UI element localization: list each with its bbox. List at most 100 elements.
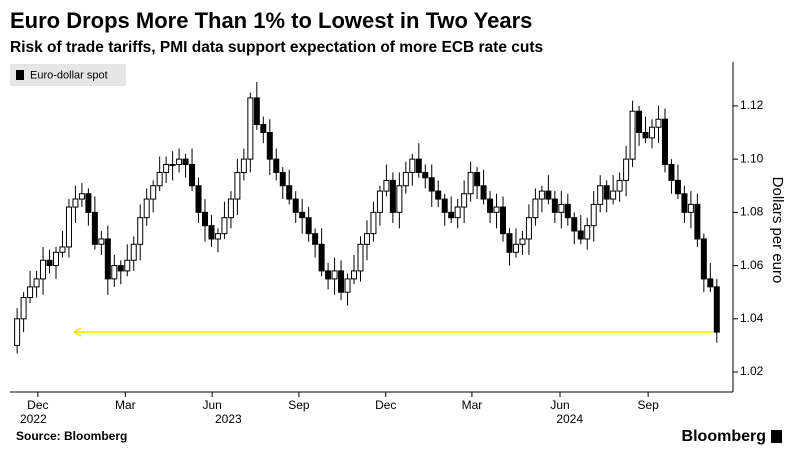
legend-swatch: [16, 70, 24, 80]
candle-body: [519, 238, 526, 245]
candle-body: [91, 211, 98, 245]
candle-body: [292, 198, 299, 213]
candle-body: [422, 171, 429, 179]
candle-body: [629, 110, 636, 160]
x-tick-label: Sep: [288, 398, 310, 412]
candle-body: [441, 198, 448, 213]
legend-label: Euro-dollar spot: [30, 69, 108, 81]
candle-body: [415, 158, 422, 173]
candle-body: [603, 185, 610, 200]
x-year-label: 2023: [215, 412, 242, 426]
candle-body: [117, 265, 124, 272]
candle-body: [52, 251, 59, 267]
candle-body: [538, 190, 545, 200]
candle-body: [299, 211, 306, 219]
candle-body: [428, 177, 435, 192]
candle-body: [351, 270, 358, 280]
candle-body: [189, 163, 196, 187]
candle-body: [610, 190, 617, 200]
x-tick-label: Sep: [637, 398, 659, 412]
candle-body: [571, 217, 578, 232]
y-tick-label: 1.10: [740, 151, 764, 165]
candle-body: [363, 233, 370, 245]
x-tick-label: Jun: [550, 398, 569, 412]
candle-body: [331, 270, 338, 280]
candle-body: [279, 171, 286, 187]
chart-title: Euro Drops More Than 1% to Lowest in Two…: [10, 8, 532, 33]
candle-body: [467, 171, 474, 195]
candle-body: [597, 185, 604, 205]
legend-box: [10, 64, 126, 86]
candle-body: [649, 126, 656, 139]
candle-body: [461, 193, 468, 208]
candle-body: [72, 198, 79, 208]
x-year-label: 2024: [556, 412, 583, 426]
candle-body: [661, 118, 668, 165]
candle-body: [240, 158, 247, 173]
y-tick-label: 1.08: [740, 205, 764, 219]
candle-body: [163, 163, 170, 173]
candle-body: [383, 179, 390, 192]
candle-body: [370, 211, 377, 235]
candle-body: [623, 158, 630, 181]
candle-body: [584, 225, 591, 240]
candle-body: [389, 179, 396, 213]
candle-body: [260, 124, 267, 134]
brand-icon: [771, 430, 782, 443]
candle-body: [512, 243, 519, 253]
candle-body: [668, 163, 675, 181]
candle-body: [376, 190, 383, 213]
candle-body: [143, 198, 150, 219]
candle-body: [104, 238, 111, 280]
y-tick-label: 1.06: [740, 258, 764, 272]
candle-body: [590, 203, 597, 227]
candle-body: [707, 278, 714, 288]
candle-body: [344, 278, 351, 293]
candle-body: [454, 206, 461, 219]
candle-body: [227, 198, 234, 219]
candle-body: [130, 243, 137, 261]
candle-body: [500, 206, 507, 235]
candle-body: [402, 171, 409, 187]
candle-body: [338, 270, 345, 293]
candle-body: [551, 198, 558, 213]
candle-body: [642, 132, 649, 139]
candle-body: [474, 171, 481, 187]
candle-body: [111, 265, 118, 280]
candle-body: [545, 190, 552, 200]
candle-body: [700, 238, 707, 280]
candle-body: [564, 203, 571, 219]
candle-body: [409, 158, 416, 173]
candle-body: [694, 203, 701, 240]
candle-body: [577, 230, 584, 240]
candle-body: [525, 217, 532, 240]
y-tick-label: 1.04: [740, 311, 764, 325]
candle-body: [532, 198, 539, 219]
candle-body: [312, 233, 319, 245]
candle-body: [247, 97, 254, 160]
y-tick-label: 1.12: [740, 98, 764, 112]
candle-body: [182, 158, 189, 165]
brand: Bloomberg: [682, 428, 766, 445]
candle-body: [266, 132, 273, 160]
candle-body: [169, 163, 176, 166]
candle-body: [202, 211, 209, 227]
candle-body: [98, 238, 105, 245]
candle-body: [137, 217, 144, 245]
candle-body: [253, 97, 260, 126]
candle-body: [40, 259, 47, 280]
candle-body: [176, 158, 183, 165]
candle-body: [325, 270, 332, 280]
candle-body: [435, 190, 442, 200]
reference-arrowhead: [73, 327, 82, 337]
candle-body: [234, 171, 241, 200]
candle-body: [681, 193, 688, 213]
candle-body: [214, 233, 221, 240]
candle-body: [195, 185, 202, 213]
candle-body: [150, 185, 157, 200]
candle-body: [558, 203, 565, 213]
candle-body: [65, 206, 72, 248]
candle-body: [480, 185, 487, 200]
y-axis-label: Dollars per euro: [769, 177, 786, 284]
